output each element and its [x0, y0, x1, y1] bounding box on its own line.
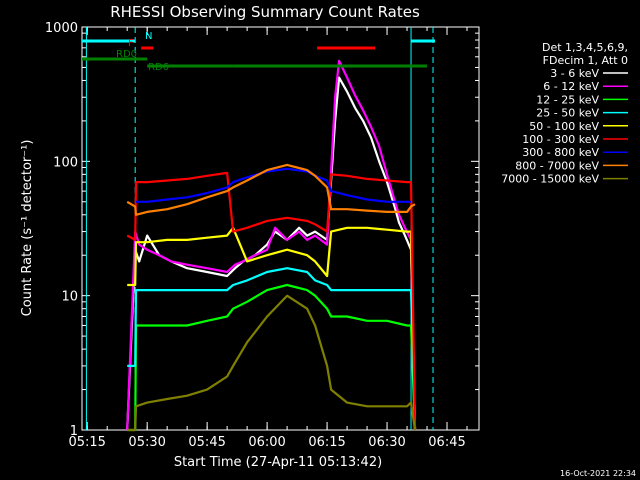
legend-label: 300 - 800 keV — [522, 146, 599, 159]
series-line-6-12-kev — [126, 59, 417, 431]
chart-title: RHESSI Observing Summary Count Rates — [110, 3, 420, 21]
series-line-800-7000-kev — [126, 163, 416, 216]
series-line-7000-15000-kev — [127, 294, 417, 432]
x-tick-label: 06:15 — [308, 435, 345, 450]
series-line-50-100-kev — [127, 226, 417, 431]
x-tick-label: 06:45 — [428, 435, 465, 450]
y-tick-label: 1 — [70, 424, 78, 439]
x-tick-label: 06:30 — [368, 435, 405, 450]
y-tick-label: 100 — [53, 155, 78, 170]
legend-header-line-2: FDecim 1, Att 0 — [543, 54, 628, 67]
x-tick-label: 05:30 — [128, 435, 165, 450]
legend-label: 12 - 25 keV — [536, 93, 599, 106]
flag-label-n: N — [145, 31, 152, 42]
legend-header-line-1: Det 1,3,4,5,6,9, — [542, 41, 628, 54]
legend-label: 50 - 100 keV — [529, 120, 599, 133]
y-axis-label: Count Rate (s⁻¹ detector⁻¹) — [20, 140, 35, 317]
x-tick-labels: 05:15 05:30 05:45 06:00 06:15 06:30 06:45 — [68, 435, 465, 450]
series-line-12-25-kev — [127, 283, 417, 432]
legend-label: 25 - 50 keV — [536, 107, 599, 120]
x-axis-label: Start Time (27-Apr-11 05:13:42) — [174, 455, 382, 470]
legend-label: 7000 - 15000 keV — [501, 173, 599, 186]
legend: Det 1,3,4,5,6,9, FDecim 1, Att 0 3 - 6 k… — [501, 41, 628, 186]
series-line-300-800-kev — [136, 167, 411, 203]
legend-label: 6 - 12 keV — [543, 80, 599, 93]
flag-label-rd0: RD0 — [116, 49, 137, 60]
series-line-100-300-kev — [126, 171, 417, 431]
flag-label-f: F — [128, 38, 134, 49]
y-tick-labels: 1 10 100 1000 — [45, 21, 78, 439]
series-layer — [126, 59, 417, 432]
x-tick-label: 05:15 — [68, 435, 105, 450]
y-tick-label: 10 — [61, 290, 78, 305]
series-line-25-50-kev — [127, 267, 417, 431]
legend-label: 3 - 6 keV — [550, 67, 599, 80]
flag-label-rd6: RD6 — [148, 62, 169, 73]
x-tick-label: 06:00 — [248, 435, 285, 450]
legend-label: 800 - 7000 keV — [515, 159, 599, 172]
plot-frame — [81, 26, 480, 431]
x-tick-label: 05:45 — [188, 435, 225, 450]
y-tick-label: 1000 — [45, 21, 78, 36]
generation-timestamp: 16-Oct-2021 22:34 — [560, 469, 636, 478]
axis-ticks — [82, 26, 479, 431]
legend-label: 100 - 300 keV — [522, 133, 599, 146]
